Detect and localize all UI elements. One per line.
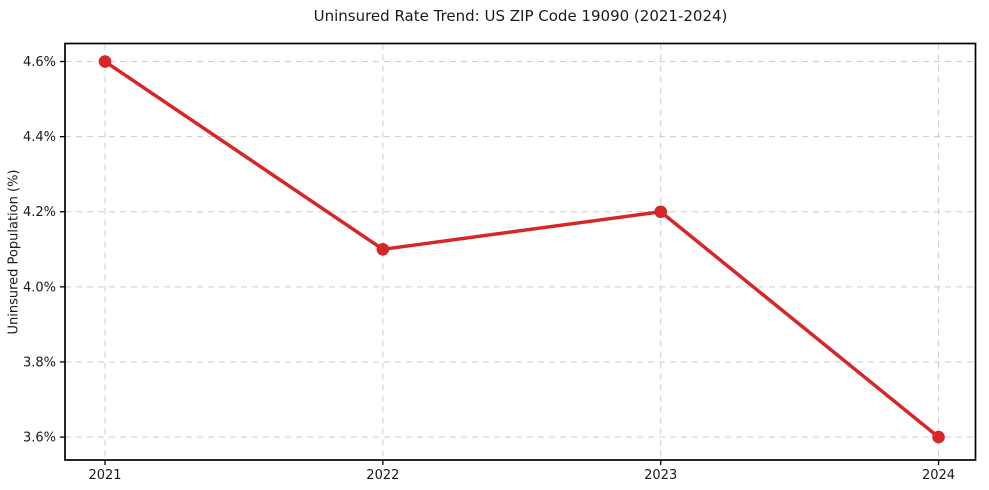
x-tick-label: 2023	[644, 468, 677, 483]
y-tick-label: 3.8%	[23, 355, 56, 370]
x-tick-label: 2022	[366, 468, 399, 483]
y-tick-label: 4.6%	[23, 55, 56, 70]
y-tick-label: 4.0%	[23, 280, 56, 295]
data-point	[98, 55, 112, 68]
x-tick-label: 2021	[88, 468, 121, 483]
y-tick-label: 4.2%	[23, 205, 56, 220]
data-line	[103, 59, 941, 439]
y-tick-label: 3.6%	[23, 431, 56, 446]
chart-title: Uninsured Rate Trend: US ZIP Code 19090 …	[313, 7, 728, 25]
axes-frame	[64, 42, 977, 461]
y-tick-label: 4.4%	[23, 130, 56, 145]
data-point	[932, 430, 945, 444]
data-point	[654, 205, 668, 219]
x-tick-label: 2024	[922, 468, 955, 483]
data-point	[376, 243, 390, 256]
